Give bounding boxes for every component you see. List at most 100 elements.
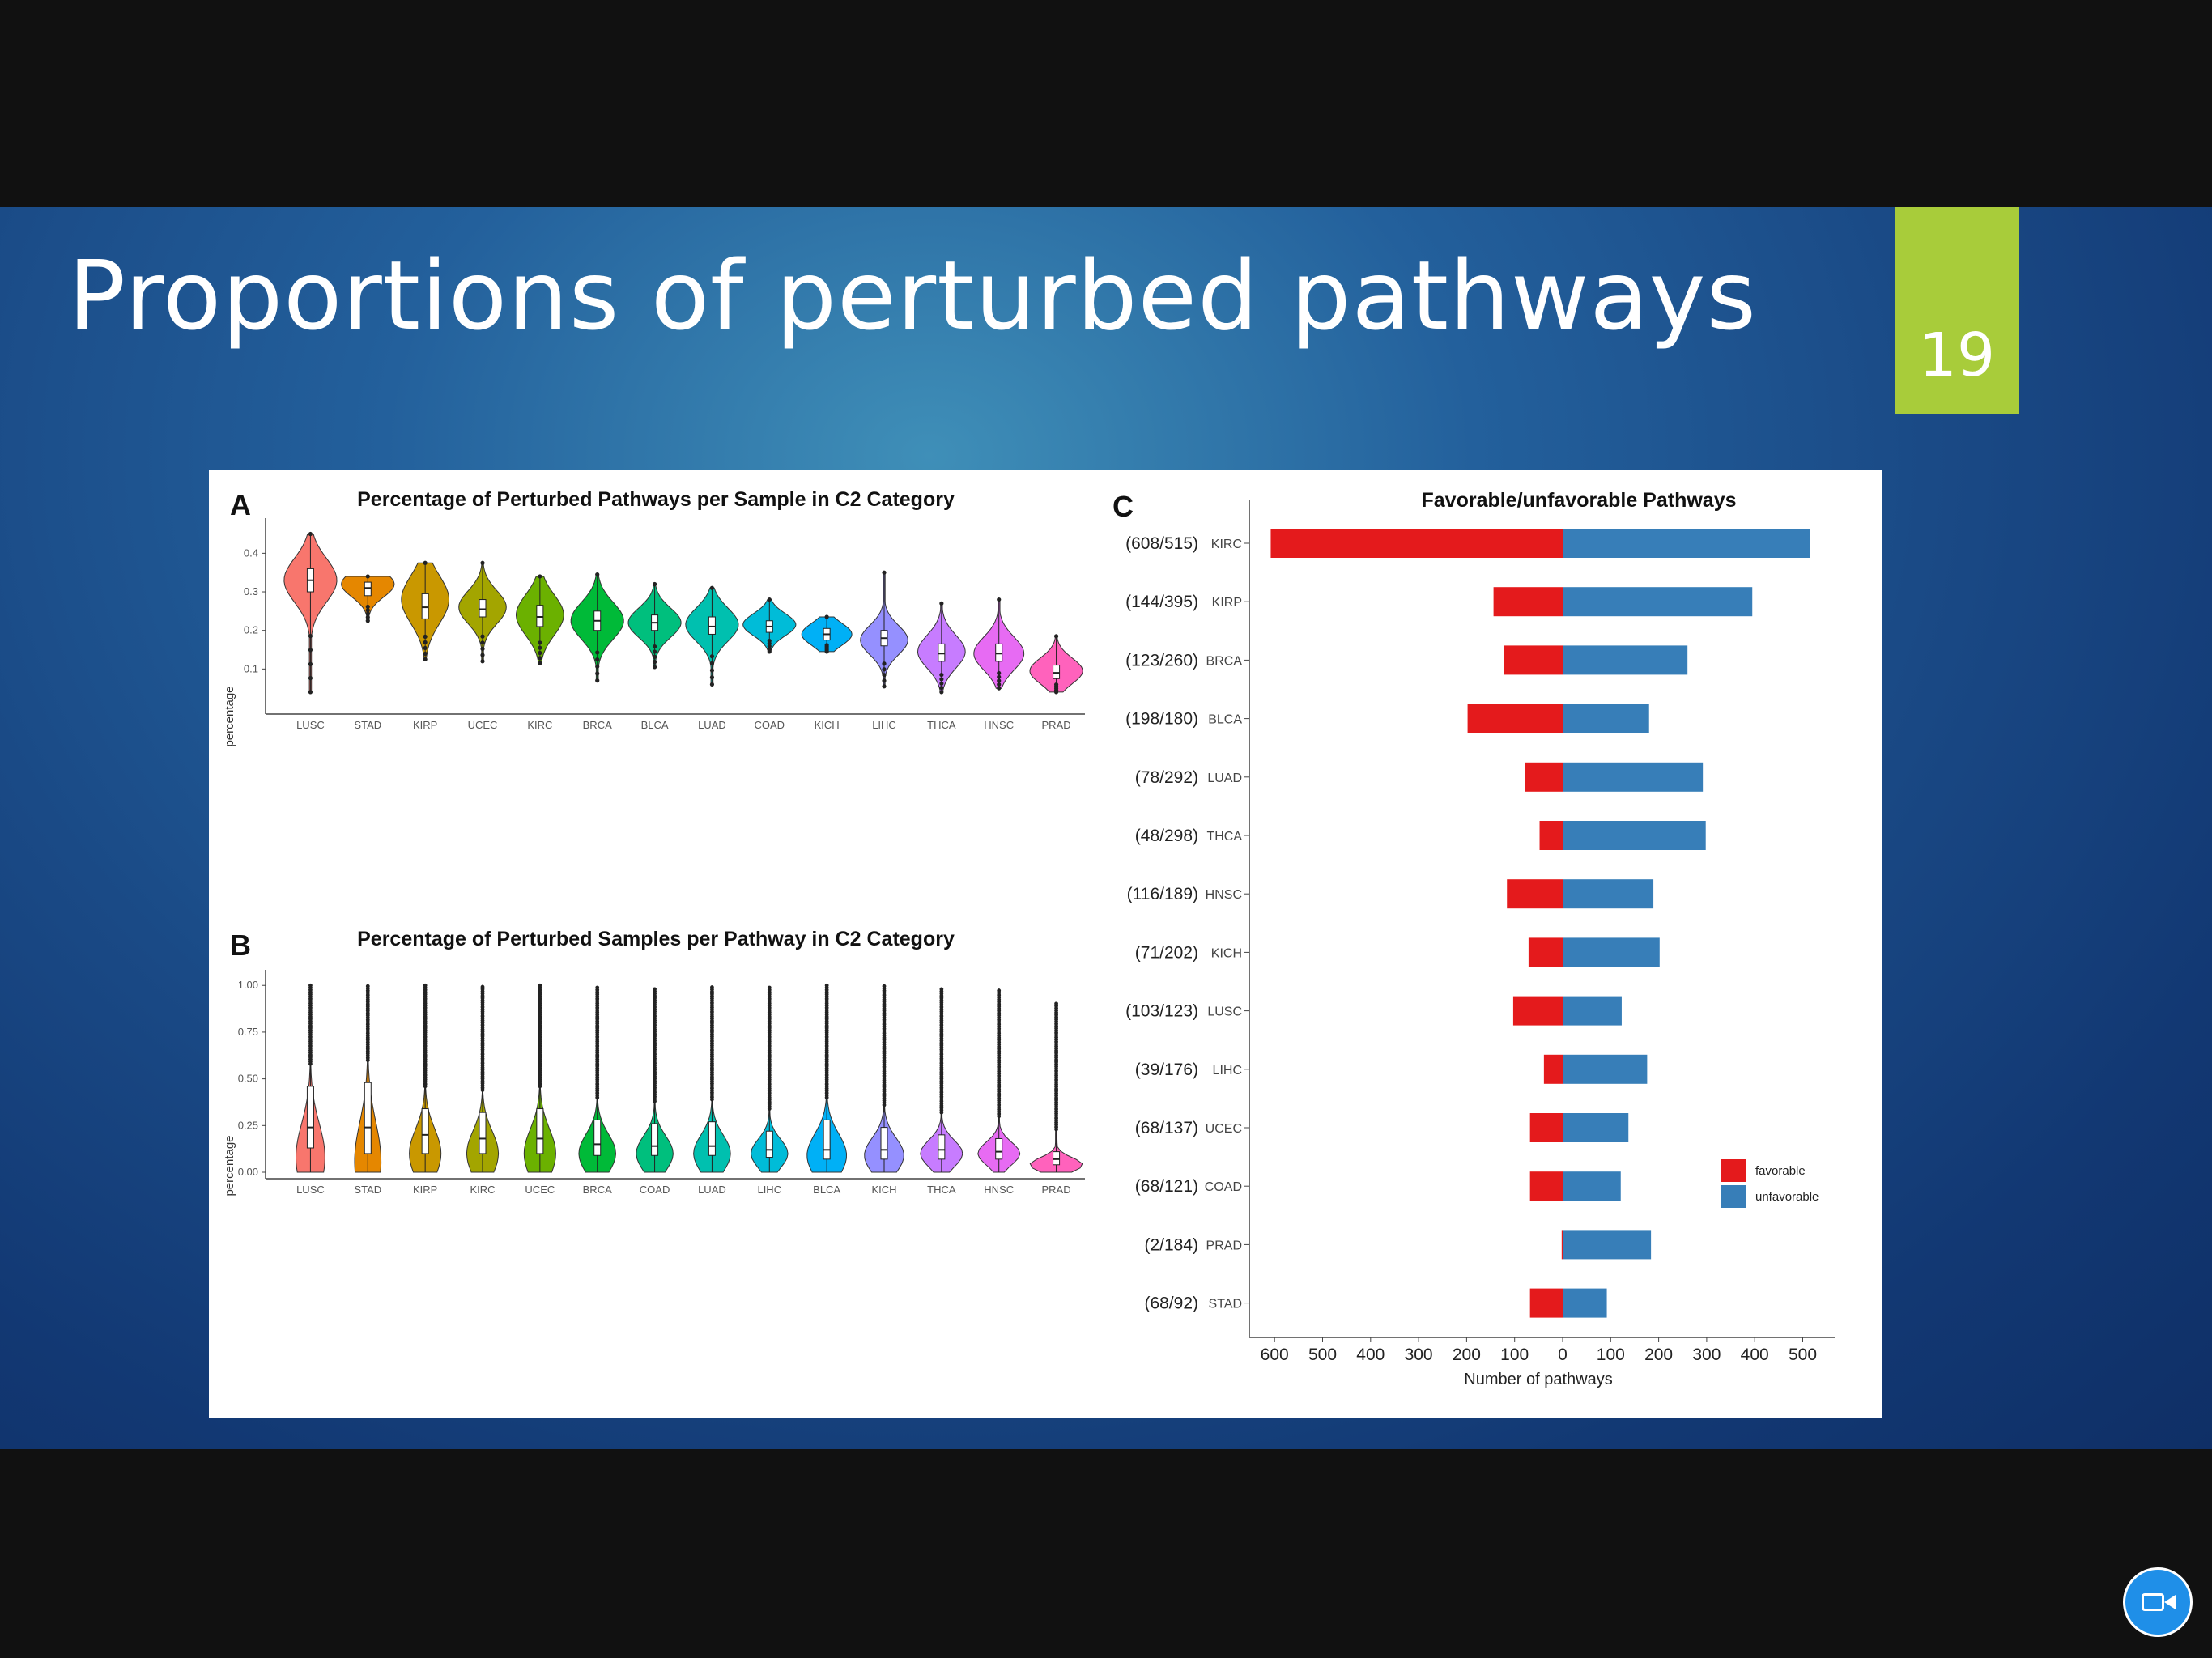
outlier-point [652, 660, 657, 665]
x-tick-label: COAD [640, 1184, 670, 1196]
x-tick-label: PRAD [1042, 719, 1071, 731]
outlier-point [423, 645, 428, 651]
outlier-point [365, 608, 370, 613]
panel-b-title: Percentage of Perturbed Samples per Path… [357, 928, 955, 950]
outlier-point [997, 674, 1002, 679]
panel-a-plot: 0.1 0.2 0.3 0.4 LUSC STAD KIRP UCEC KIRC BRCA BLCA… [244, 518, 1085, 731]
outlier-point [939, 677, 944, 682]
x-tick-label: HNSC [984, 1184, 1014, 1196]
outlier-point [538, 650, 542, 656]
category-annotation: (39/176) [1135, 1061, 1198, 1079]
outlier-point [538, 983, 542, 988]
slide-title: Proportions of perturbed pathways [68, 240, 1757, 351]
video-camera-button[interactable] [2123, 1567, 2193, 1637]
bar-unfavorable-lusc [1563, 996, 1622, 1026]
category-annotation: (68/137) [1135, 1119, 1198, 1137]
bar-favorable-stad [1529, 1288, 1563, 1318]
outlier-point [882, 984, 887, 988]
y-tick-label: 1.00 [238, 979, 258, 991]
outlier-point [767, 985, 772, 990]
outlier-point [710, 985, 714, 989]
violin-box [479, 599, 487, 618]
outlier-point [652, 649, 657, 654]
bar-unfavorable-brca [1563, 645, 1688, 675]
outlier-point [423, 640, 428, 645]
category-label: KICH [1211, 946, 1242, 960]
outlier-point [538, 574, 542, 579]
figure-svg: A Percentage of Perturbed Pathways per S… [223, 488, 1835, 1388]
outlier-point [939, 681, 944, 686]
panel-c-plot: KIRC (608/515) KIRP (144/395) BRCA (123/260) B… [1125, 500, 1835, 1364]
outlier-point [538, 640, 542, 645]
outlier-point [480, 634, 485, 639]
outlier-point [365, 604, 370, 610]
outlier-point [365, 614, 370, 620]
violin-box [938, 1134, 946, 1160]
outlier-point [997, 682, 1002, 687]
violin-box [364, 581, 372, 597]
outlier-point [652, 665, 657, 670]
violin-box [708, 616, 716, 635]
bar-unfavorable-stad [1563, 1288, 1607, 1318]
outlier-point [308, 690, 313, 695]
outlier-point [652, 644, 657, 649]
outlier-point [709, 675, 715, 680]
outlier-point [882, 570, 887, 575]
outlier-point [997, 678, 1002, 683]
c-x-tick-label: 100 [1500, 1346, 1529, 1364]
outlier-point [767, 597, 772, 602]
x-tick-label: UCEC [525, 1184, 555, 1196]
panel-a-ylabel: percentage [223, 686, 236, 746]
x-tick-label: BRCA [583, 1184, 612, 1196]
bar-unfavorable-coad [1563, 1171, 1621, 1201]
violin-box [651, 1123, 659, 1156]
violin-box [995, 643, 1003, 662]
bar-favorable-prad [1561, 1230, 1563, 1260]
x-tick-label: LUAD [698, 719, 726, 731]
category-annotation: (2/184) [1144, 1235, 1198, 1254]
outlier-point [767, 638, 772, 644]
x-tick-label: BRCA [583, 719, 612, 731]
outlier-point [882, 667, 887, 672]
category-annotation: (103/123) [1125, 1002, 1198, 1021]
category-label: UCEC [1206, 1122, 1242, 1136]
category-label: KIRC [1211, 538, 1242, 551]
category-annotation: (123/260) [1125, 651, 1198, 670]
c-x-tick-label: 400 [1356, 1346, 1385, 1364]
video-camera-lens-icon [2164, 1595, 2176, 1609]
violin-box [421, 593, 429, 619]
violin-box [536, 1108, 544, 1154]
outlier-point [595, 657, 600, 662]
bar-unfavorable-hnsc [1563, 879, 1654, 909]
outlier-point [1054, 1001, 1058, 1006]
category-label: BLCA [1208, 713, 1242, 727]
outlier-point [308, 633, 313, 639]
slide-number-badge: 19 [1895, 207, 2019, 414]
category-annotation: (116/189) [1127, 885, 1198, 903]
outlier-point [652, 581, 657, 587]
bar-favorable-ucec [1529, 1113, 1563, 1142]
bar-favorable-luad [1525, 762, 1563, 792]
outlier-point [939, 685, 944, 691]
panel-b-label: B [230, 929, 251, 962]
outlier-point [480, 653, 485, 657]
category-label: LUSC [1207, 1005, 1242, 1019]
bar-unfavorable-prad [1563, 1230, 1652, 1260]
c-x-tick-label: 0 [1558, 1346, 1568, 1364]
category-label: BRCA [1206, 654, 1243, 668]
panel-b-ylabel: percentage [223, 1135, 236, 1196]
bar-favorable-hnsc [1507, 879, 1563, 909]
bar-unfavorable-kirc [1563, 529, 1810, 558]
x-tick-label: LUSC [296, 1184, 325, 1196]
violin-box [995, 1137, 1003, 1160]
category-annotation: (48/298) [1135, 827, 1198, 845]
outlier-point [308, 983, 313, 988]
category-annotation: (198/180) [1125, 710, 1198, 729]
violin-box [765, 1130, 773, 1158]
outlier-point [365, 611, 370, 616]
x-tick-label: KICH [815, 719, 840, 731]
bar-favorable-blca [1467, 704, 1563, 733]
y-tick-label: 0.50 [238, 1073, 258, 1085]
category-annotation: (608/515) [1125, 534, 1198, 553]
bar-favorable-lusc [1512, 996, 1563, 1026]
